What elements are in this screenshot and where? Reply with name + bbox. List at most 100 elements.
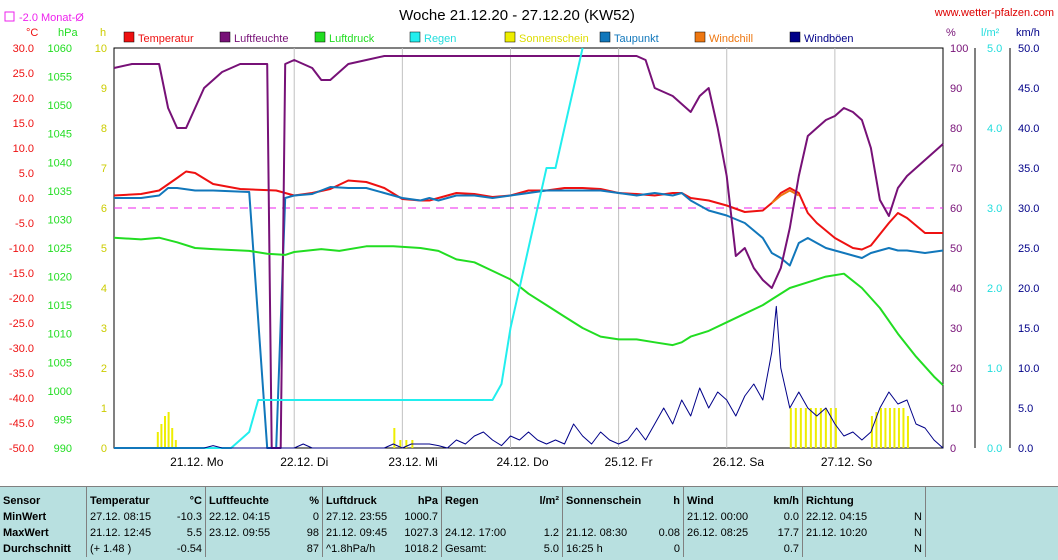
tick-label-temp: 10.0	[13, 143, 34, 155]
feuchte-time	[206, 541, 297, 557]
legend-label: Windchill	[709, 33, 753, 45]
chart-title: Woche 21.12.20 - 27.12.20 (KW52)	[399, 7, 635, 24]
tick-label-wind: 50.0	[1018, 43, 1039, 55]
feuchte-value: 87	[296, 541, 323, 557]
regen-time: 24.12. 17:00	[442, 525, 527, 541]
row-label: MaxWert	[0, 525, 87, 541]
tick-label-sun: 6	[101, 203, 107, 215]
sunshine-bar	[810, 408, 812, 448]
header-temp-unit: °C	[169, 487, 206, 509]
tick-label-temp: -15.0	[9, 268, 34, 280]
tick-label-sun: 1	[101, 403, 107, 415]
tick-label-pressure: 1050	[48, 100, 72, 112]
sunshine-bar	[175, 440, 177, 448]
legend-swatch	[410, 32, 420, 42]
summary-row-min: MinWert 27.12. 08:15 -10.3 22.12. 04:15 …	[0, 509, 1058, 525]
wind-time	[684, 541, 761, 557]
tick-label-temp: -30.0	[9, 343, 34, 355]
tick-label-temp: 15.0	[13, 118, 34, 130]
tick-label-temp: -20.0	[9, 293, 34, 305]
tick-label-humidity: 20	[950, 363, 962, 375]
header-feuchte-unit: %	[296, 487, 323, 509]
tick-label-temp: 20.0	[13, 93, 34, 105]
regen-time: Gesamt:	[442, 541, 527, 557]
tick-label-pressure: 995	[54, 414, 72, 426]
temp-value: -10.3	[169, 509, 206, 525]
header-druck-unit: hPa	[399, 487, 442, 509]
feuchte-time: 23.12. 09:55	[206, 525, 297, 541]
tick-label-wind: 35.0	[1018, 163, 1039, 175]
tick-label-humidity: 30	[950, 323, 962, 335]
richtung-time: 21.12. 10:20	[803, 525, 890, 541]
wind-value: 0.0	[760, 509, 803, 525]
sonne-value	[653, 509, 684, 525]
summary-row-max: MaxWert 21.12. 12:45 5.5 23.12. 09:55 98…	[0, 525, 1058, 541]
tick-label-humidity: 50	[950, 243, 962, 255]
tick-label-sun: 2	[101, 363, 107, 375]
tick-label-pressure: 1055	[48, 72, 72, 84]
tick-label-humidity: 40	[950, 283, 962, 295]
tick-label-temp: 0.0	[19, 193, 34, 205]
tick-label-sun: 4	[101, 283, 107, 295]
header-sonne-unit: h	[653, 487, 684, 509]
tick-label-temp: 30.0	[13, 43, 34, 55]
legend-swatch	[124, 32, 134, 42]
legend-label: Regen	[424, 33, 456, 45]
sunshine-bar	[898, 408, 900, 448]
sunshine-bar	[880, 408, 882, 448]
summary-header-row: Sensor Temperatur °C Luftfeuchte % Luftd…	[0, 487, 1058, 509]
tick-label-temp: -45.0	[9, 418, 34, 430]
sunshine-bar	[889, 408, 891, 448]
regen-value: 1.2	[526, 525, 563, 541]
tick-label-wind: 25.0	[1018, 243, 1039, 255]
tick-label-humidity: 10	[950, 403, 962, 415]
header-richtung: Richtung	[803, 487, 890, 509]
tick-label-humidity: 100	[950, 43, 968, 55]
tick-label-temp: -40.0	[9, 393, 34, 405]
temp-value: -0.54	[169, 541, 206, 557]
tick-label-rain: 3.0	[987, 203, 1002, 215]
tick-label-rain: 1.0	[987, 363, 1002, 375]
legend-swatch	[315, 32, 325, 42]
tick-label-humidity: 0	[950, 443, 956, 455]
tick-label-wind: 5.0	[1018, 403, 1033, 415]
x-tick-label: 25.12. Fr	[605, 455, 653, 469]
row-label: Durchschnitt	[0, 541, 87, 557]
tick-label-wind: 20.0	[1018, 283, 1039, 295]
monat-legend-label: -2.0 Monat-Ø	[19, 12, 84, 24]
tick-label-pressure: 1035	[48, 186, 72, 198]
x-tick-label: 27.12. So	[821, 455, 873, 469]
axis-unit-wind: km/h	[1016, 27, 1040, 39]
tick-label-sun: 10	[95, 43, 107, 55]
row-spacer	[926, 541, 1058, 557]
tick-label-pressure: 1060	[48, 43, 72, 55]
regen-time	[442, 509, 527, 525]
wind-value: 0.7	[760, 541, 803, 557]
axis-unit-rain: l/m²	[981, 27, 1000, 39]
header-spacer	[926, 487, 1058, 509]
regen-value: 5.0	[526, 541, 563, 557]
feuchte-value: 98	[296, 525, 323, 541]
site-link[interactable]: www.wetter-pfalzen.com	[934, 7, 1054, 19]
axis-unit-temp: °C	[26, 27, 38, 39]
tick-label-temp: -10.0	[9, 243, 34, 255]
header-sonne: Sonnenschein	[563, 487, 654, 509]
sonne-time	[563, 509, 654, 525]
tick-label-pressure: 990	[54, 443, 72, 455]
druck-value: 1018.2	[399, 541, 442, 557]
axis-unit-pressure: hPa	[58, 27, 78, 39]
temp-time: 21.12. 12:45	[87, 525, 170, 541]
tick-label-rain: 0.0	[987, 443, 1002, 455]
header-regen: Regen	[442, 487, 527, 509]
sunshine-bar	[805, 408, 807, 448]
sunshine-bar	[830, 408, 832, 448]
richtung-value: N	[889, 509, 926, 525]
druck-time: 27.12. 23:55	[323, 509, 400, 525]
tick-label-pressure: 1030	[48, 214, 72, 226]
sunshine-bar	[157, 432, 159, 448]
tick-label-pressure: 1045	[48, 129, 72, 141]
legend-label: Windböen	[804, 33, 854, 45]
tick-label-rain: 4.0	[987, 123, 1002, 135]
legend-label: Luftdruck	[329, 33, 375, 45]
tick-label-pressure: 1020	[48, 272, 72, 284]
